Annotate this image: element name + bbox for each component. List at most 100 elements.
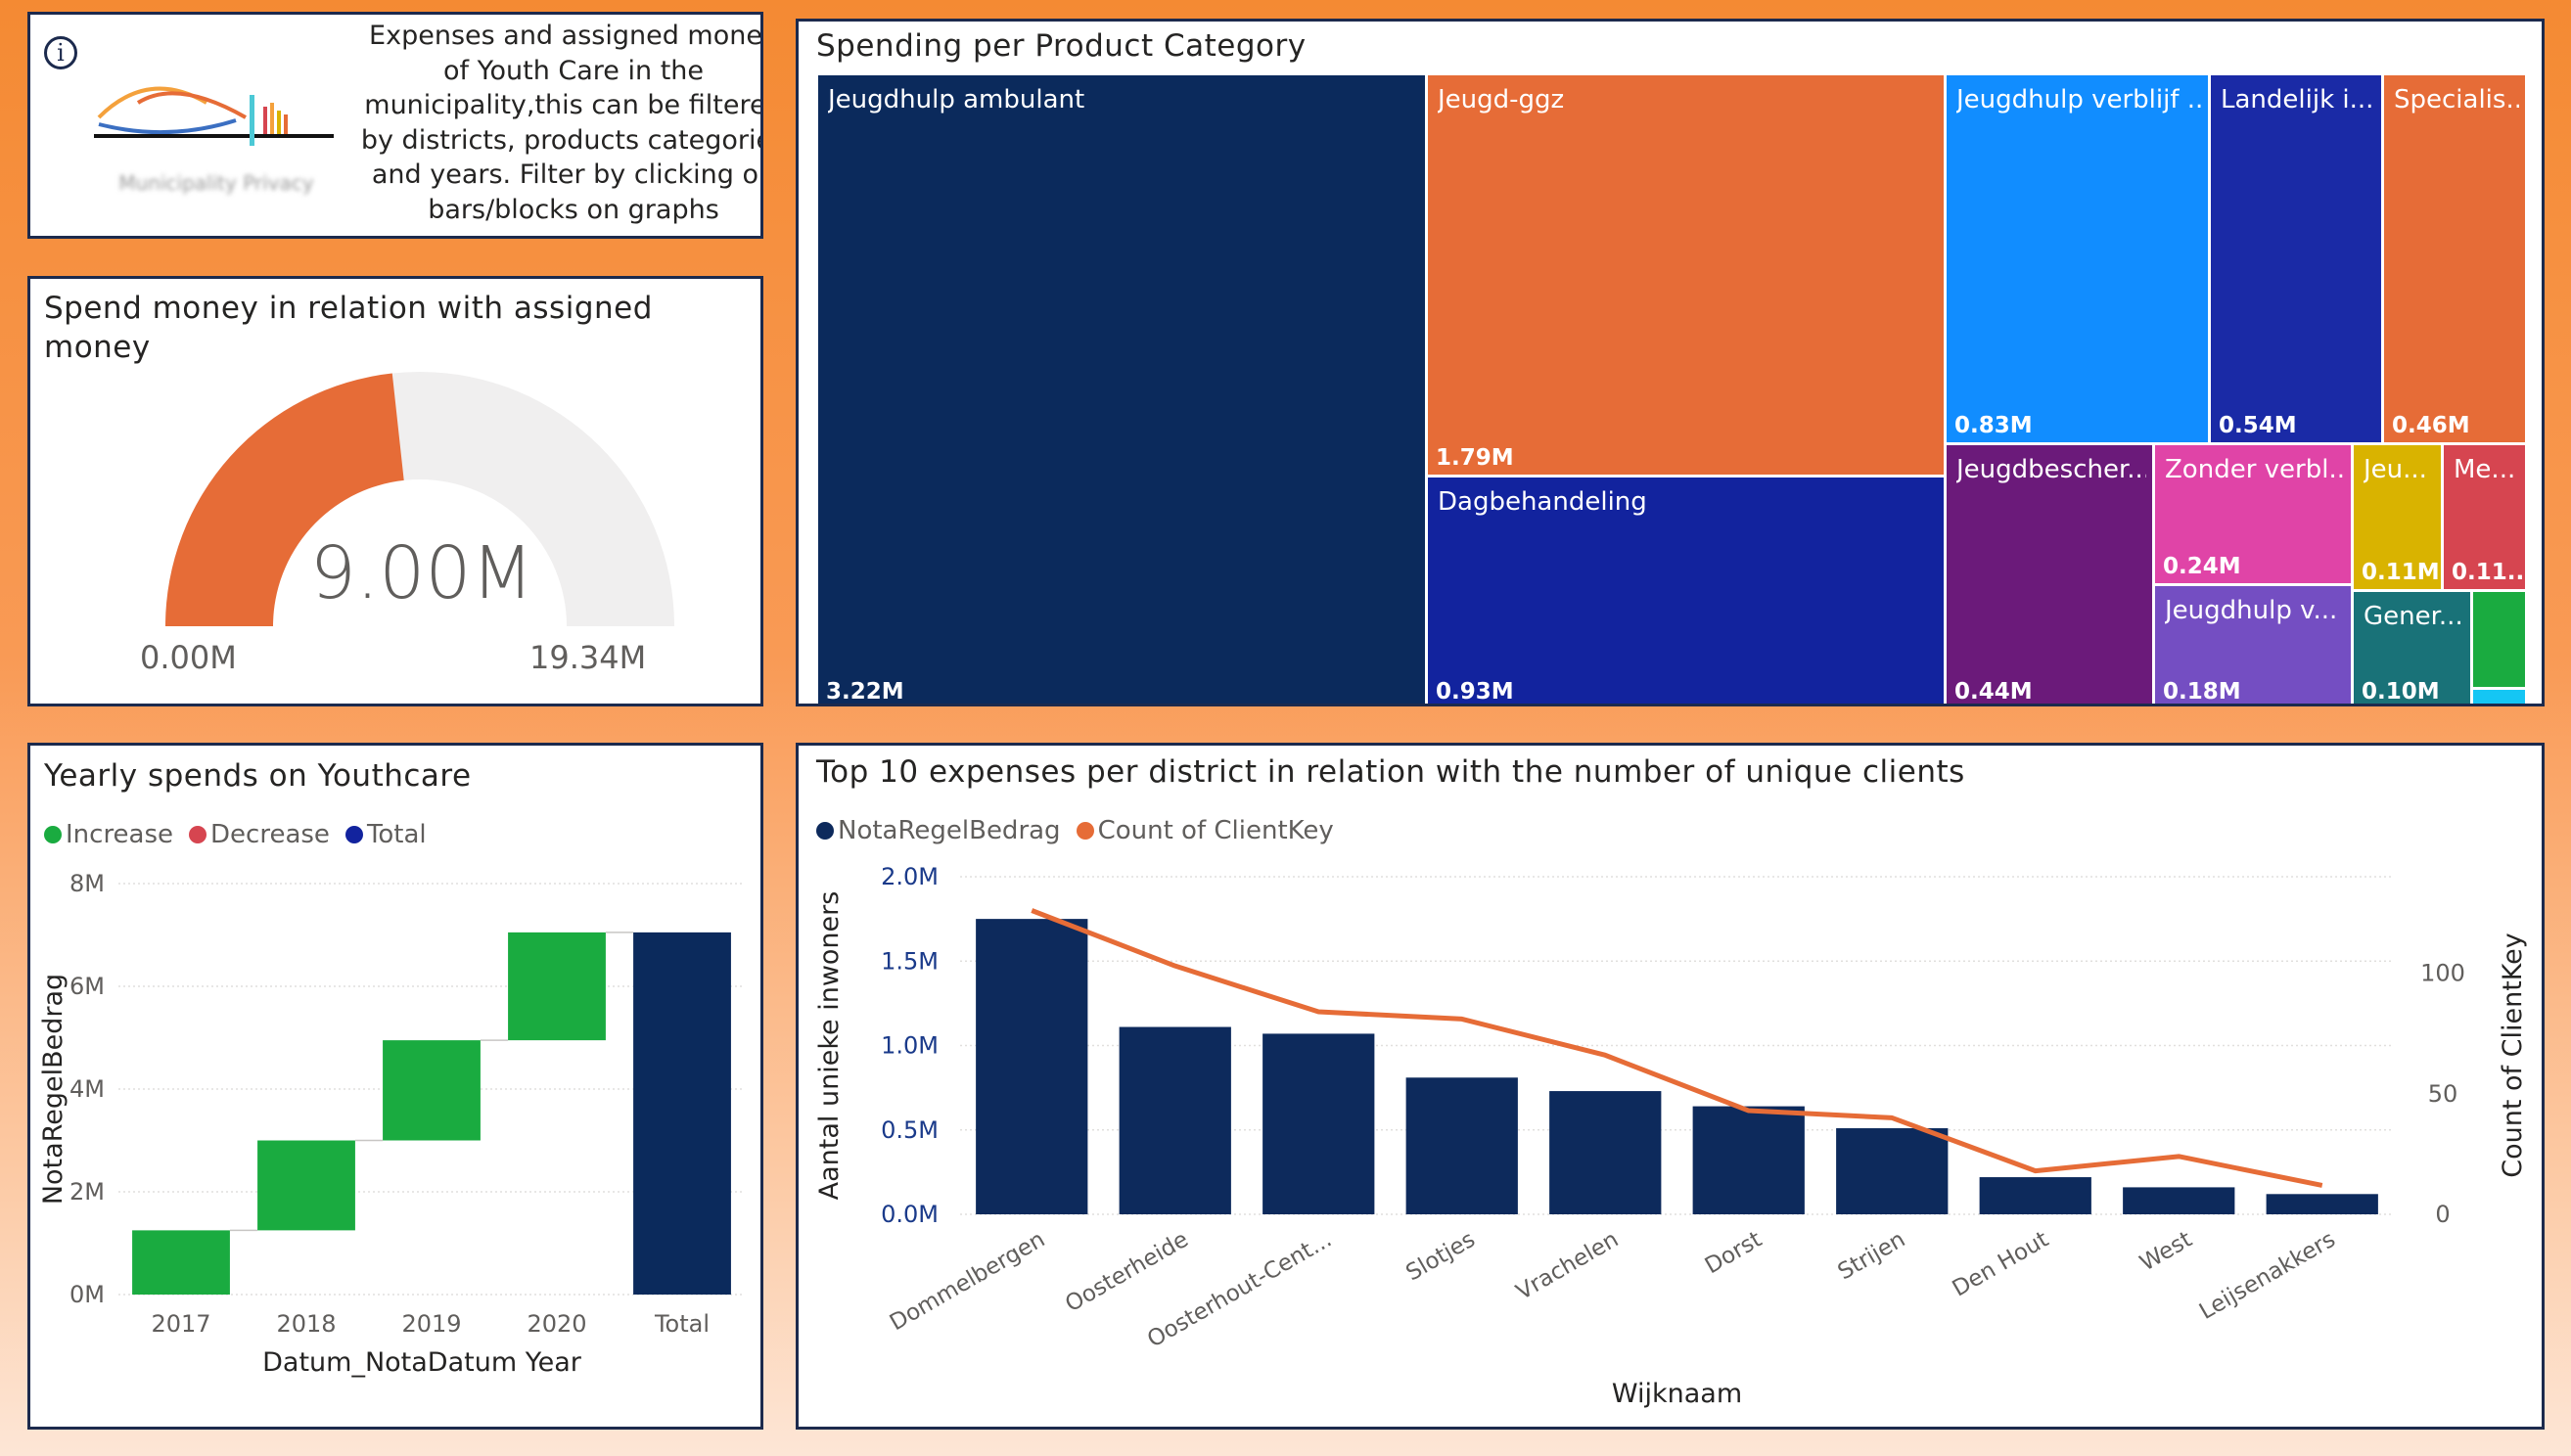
y-tick-label: 4M	[69, 1075, 105, 1103]
treemap-tile-label: Dagbehandeling	[1438, 487, 1647, 517]
x-tick-label: Leijsenakkers	[2195, 1227, 2340, 1325]
treemap-tile-value: 0.10M	[2362, 679, 2440, 705]
x-tick-label: Den Hout	[1949, 1227, 2053, 1302]
waterfall-bar[interactable]	[633, 932, 731, 1295]
treemap-tile[interactable]: Landelijk i... 0.54M	[2211, 75, 2384, 445]
left-y-tick-label: 2.0M	[881, 863, 939, 890]
legend-total[interactable]: Total	[344, 820, 427, 849]
combo-card: Top 10 expenses per district in relation…	[796, 743, 2545, 1430]
y-axis-title: NotaRegelBedrag	[38, 974, 69, 1205]
right-y-tick-label: 0	[2435, 1201, 2450, 1228]
treemap-tile-value: 0.24M	[2163, 554, 2241, 579]
bar[interactable]	[1549, 1091, 1662, 1214]
waterfall-bar[interactable]	[508, 932, 606, 1041]
bar[interactable]	[1836, 1128, 1949, 1214]
treemap-tile[interactable]: Jeugdhulp verblijf ... 0.83M	[1947, 75, 2211, 445]
municipality-logo: Municipality Privacy	[89, 73, 344, 201]
treemap-tile-label: Jeugdhulp ambulant	[828, 85, 1085, 114]
waterfall-legend: Increase Decrease Total	[44, 820, 442, 849]
x-tick-label: 2020	[527, 1310, 586, 1338]
combo-title: Top 10 expenses per district in relation…	[816, 754, 1965, 790]
x-tick-label: Strijen	[1834, 1227, 1910, 1286]
treemap-tile-value: 0.83M	[1954, 413, 2033, 438]
bar[interactable]	[1405, 1077, 1518, 1214]
treemap-tile[interactable]: Zonder verbl... 0.24M	[2155, 445, 2354, 586]
logo-caption: Municipality Privacy	[118, 171, 314, 195]
legend-clientkey[interactable]: Count of ClientKey	[1076, 816, 1334, 845]
treemap-tile[interactable]: Jeugdhulp ambulant 3.22M	[818, 75, 1428, 704]
bar[interactable]	[1979, 1177, 2091, 1214]
gauge-fill[interactable]	[165, 373, 404, 626]
left-y-tick-label: 1.5M	[881, 947, 939, 975]
legend-clientkey-label: Count of ClientKey	[1097, 816, 1334, 845]
treemap-tile-label: Jeugd-ggz	[1438, 85, 1565, 114]
legend-total-label: Total	[366, 820, 427, 849]
gauge-max: 19.34M	[529, 639, 647, 676]
legend-notaregelbedrag[interactable]: NotaRegelBedrag	[816, 816, 1061, 845]
treemap-tile-label: Zonder verbl...	[2165, 455, 2345, 484]
combo-legend: NotaRegelBedrag Count of ClientKey	[816, 816, 1350, 845]
treemap-tile[interactable]: Specialis... 0.46M	[2384, 75, 2528, 445]
waterfall-bar[interactable]	[257, 1140, 355, 1231]
treemap-title: Spending per Product Category	[816, 28, 1307, 64]
gauge-title: Spend money in relation with assigned mo…	[44, 291, 653, 365]
treemap-tile-value: 0.18M	[2163, 679, 2241, 705]
treemap-tile-value: 0.44M	[1954, 679, 2033, 705]
legend-increase-label: Increase	[66, 820, 174, 849]
y-tick-label: 6M	[69, 973, 105, 1000]
treemap-tile-label: Gener...	[2364, 602, 2463, 631]
x-tick-label: Vrachelen	[1512, 1227, 1623, 1305]
bar[interactable]	[1119, 1026, 1231, 1214]
legend-increase-dot	[44, 826, 62, 843]
treemap-card: Spending per Product Category Jeugdhulp …	[796, 19, 2545, 706]
x-axis-title: Datum_NotaDatum Year	[262, 1347, 582, 1378]
treemap-tile[interactable]	[2473, 690, 2528, 704]
client-count-line[interactable]	[1031, 908, 2323, 1188]
treemap-tile-label: Jeugdhulp v...	[2165, 596, 2338, 625]
x-tick-label: Dorst	[1701, 1227, 1767, 1280]
treemap-tile[interactable]: Me... 0.11...	[2444, 445, 2528, 592]
legend-clientkey-dot	[1076, 822, 1094, 840]
waterfall-chart: 0M 2M 4M 6M 8M 2017 2018 2019 2020 Total Datum_Not…	[38, 870, 745, 1378]
legend-total-dot	[344, 826, 363, 843]
gauge-min: 0.00M	[140, 639, 237, 676]
treemap-tile[interactable]: Gener... 0.10M	[2354, 592, 2473, 705]
treemap-tile[interactable]	[2473, 592, 2528, 690]
bar[interactable]	[2123, 1187, 2235, 1214]
treemap-tile-label: Me...	[2454, 455, 2516, 484]
treemap-tile[interactable]: Jeugd-ggz 1.79M	[1428, 75, 1947, 478]
right-y-axis-title: Count of ClientKey	[2498, 933, 2528, 1178]
bar[interactable]	[1263, 1033, 1375, 1214]
treemap-area: Jeugdhulp ambulant 3.22M Jeugd-ggz 1.79M Dag…	[818, 75, 2528, 705]
legend-decrease[interactable]: Decrease	[189, 820, 330, 849]
logo-graphic	[94, 86, 334, 146]
gauge-card[interactable]: Spend money in relation with assigned mo…	[27, 276, 763, 706]
treemap-tile-value: 0.93M	[1436, 679, 1514, 705]
bar[interactable]	[1692, 1106, 1805, 1214]
waterfall-bar[interactable]	[132, 1230, 230, 1295]
left-y-tick-label: 0.5M	[881, 1116, 939, 1144]
legend-increase[interactable]: Increase	[44, 820, 173, 849]
treemap-tile-label: Specialis...	[2394, 85, 2519, 114]
right-y-tick-label: 100	[2420, 960, 2465, 987]
info-icon[interactable]: i	[44, 36, 77, 69]
x-tick-label: Slotjes	[1401, 1227, 1479, 1287]
treemap-tile-label: Jeugdhulp verblijf ...	[1956, 85, 2202, 114]
x-tick-label: 2018	[276, 1310, 336, 1338]
treemap-tile[interactable]: Dagbehandeling 0.93M	[1428, 478, 1947, 705]
treemap-tile[interactable]: Jeugdbescher... 0.44M	[1947, 445, 2155, 705]
treemap-tile-value: 1.79M	[1436, 445, 1514, 471]
left-y-tick-label: 1.0M	[881, 1032, 939, 1060]
bar[interactable]	[2266, 1194, 2378, 1214]
gauge-chart	[165, 372, 674, 626]
treemap-tile[interactable]: Jeu... 0.11M	[2354, 445, 2444, 592]
treemap-tile[interactable]: Jeugdhulp v... 0.18M	[2155, 586, 2354, 705]
right-y-tick-label: 50	[2428, 1080, 2458, 1108]
waterfall-bar[interactable]	[383, 1040, 481, 1141]
x-axis-title: Wijknaam	[1612, 1379, 1742, 1409]
treemap-tile-label: Jeugdbescher...	[1956, 455, 2146, 484]
x-tick-label: Oosterheide	[1061, 1227, 1192, 1318]
treemap-tile-value: 0.54M	[2219, 413, 2297, 438]
info-description: Expenses and assigned money of Youth Car…	[360, 21, 763, 225]
bar[interactable]	[976, 919, 1088, 1214]
